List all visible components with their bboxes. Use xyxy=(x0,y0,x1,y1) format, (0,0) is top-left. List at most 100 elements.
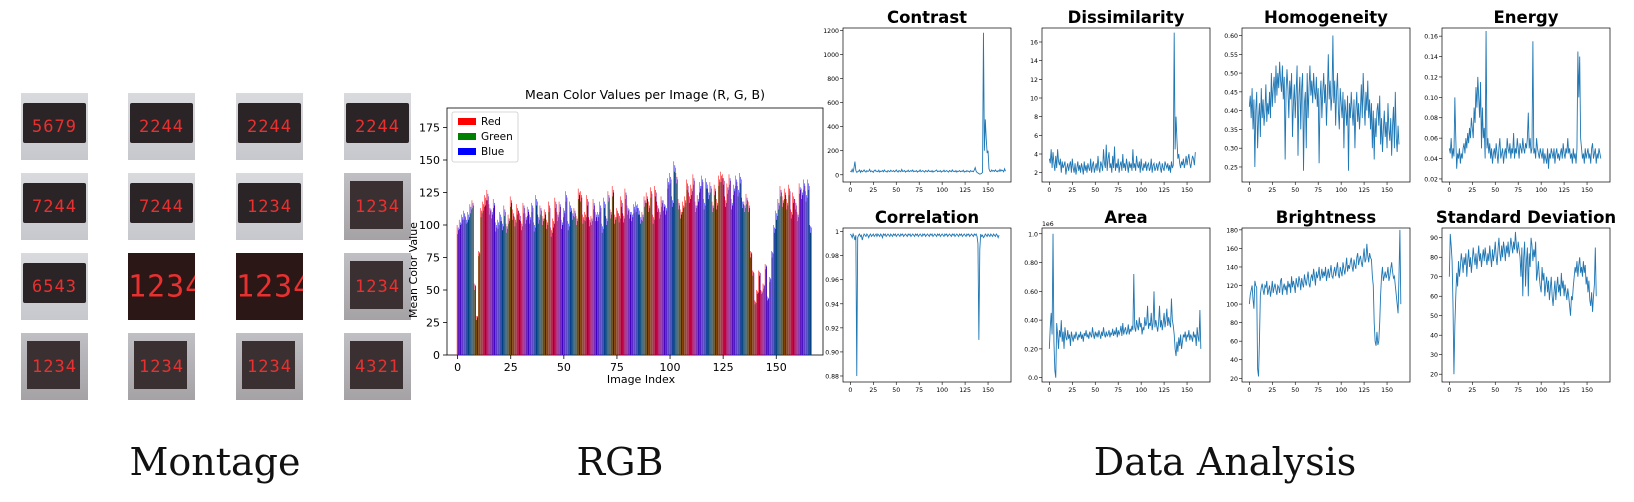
bar xyxy=(760,273,761,355)
bar xyxy=(637,214,639,355)
display-panel xyxy=(23,183,86,223)
bar xyxy=(718,175,719,355)
display-digits: 5679 xyxy=(32,116,77,137)
display-panel xyxy=(238,103,301,143)
bar xyxy=(571,210,573,355)
y-tick-label: 0.40 xyxy=(1024,318,1038,325)
bar xyxy=(708,199,709,355)
bar xyxy=(467,219,469,355)
bar xyxy=(771,257,773,355)
bar xyxy=(540,208,542,355)
bar xyxy=(670,176,671,355)
bar xyxy=(689,196,690,355)
bar xyxy=(643,196,645,355)
montage-tile: 1234 xyxy=(236,253,303,320)
bar xyxy=(530,219,532,355)
bar xyxy=(722,174,723,355)
bar xyxy=(807,179,808,355)
bar xyxy=(743,204,744,355)
bar xyxy=(580,191,581,355)
bar xyxy=(725,206,726,355)
bar xyxy=(513,213,514,355)
bar xyxy=(516,204,517,355)
bar xyxy=(757,292,759,355)
bar xyxy=(722,184,724,355)
x-tick-label: 50 xyxy=(892,187,900,194)
y-tick-label: 0.45 xyxy=(1224,89,1238,96)
bar xyxy=(519,213,521,355)
bar xyxy=(736,182,738,355)
bar xyxy=(467,212,468,355)
x-tick-label: 150 xyxy=(1581,387,1593,394)
bar xyxy=(698,182,700,355)
y-tick-label: 50 xyxy=(426,284,440,297)
series-line xyxy=(1448,231,1597,375)
bar xyxy=(745,208,746,355)
bar xyxy=(459,228,461,355)
bar xyxy=(587,199,588,355)
bar xyxy=(804,183,805,355)
bar xyxy=(543,221,544,355)
bar xyxy=(748,205,750,355)
bar xyxy=(475,286,476,355)
bar xyxy=(746,204,747,355)
bar xyxy=(475,316,477,355)
bar xyxy=(765,269,766,355)
bar xyxy=(512,219,514,355)
bar xyxy=(608,195,610,355)
bar xyxy=(478,256,480,355)
y-tick-label: 0.10 xyxy=(1424,95,1438,102)
bar xyxy=(694,201,696,355)
bar xyxy=(510,206,511,355)
bar xyxy=(486,200,487,355)
bar xyxy=(703,209,705,355)
x-tick-label: 25 xyxy=(869,387,877,394)
display-digits: 6543 xyxy=(32,276,77,297)
bar xyxy=(773,225,774,355)
bar xyxy=(628,209,630,355)
bar xyxy=(510,200,512,355)
bar xyxy=(652,223,654,355)
bar xyxy=(754,304,756,355)
bar xyxy=(712,205,714,355)
display-digits: 1234 xyxy=(355,276,400,297)
bar xyxy=(523,213,524,355)
y-tick-label: 60 xyxy=(1230,339,1238,346)
line-chart-homogeneity: Homogeneity 0.25 0.30 0.35 0.40 0.45 0.50 0.55 0… xyxy=(1224,8,1411,194)
bar xyxy=(501,230,503,355)
bar xyxy=(649,205,650,355)
bar xyxy=(679,205,680,355)
bar xyxy=(463,219,465,355)
bar xyxy=(482,201,483,355)
bar xyxy=(763,284,765,355)
bar xyxy=(690,184,692,355)
bar xyxy=(766,266,767,355)
bar xyxy=(574,210,576,355)
y-tick-label: 40 xyxy=(1230,357,1238,364)
y-tick-label: 0.30 xyxy=(1224,146,1238,153)
bar xyxy=(670,179,672,355)
bar xyxy=(614,214,615,355)
display-digits: 4321 xyxy=(355,356,400,377)
bar xyxy=(498,222,499,355)
line-chart-standard-deviation: Standard Deviation 20 30 40 50 60 70 80 90 0 25 50 7… xyxy=(1430,208,1616,394)
bar xyxy=(521,230,522,355)
x-tick-label: 75 xyxy=(915,187,923,194)
bar xyxy=(603,208,605,355)
bar xyxy=(705,178,706,355)
series-line xyxy=(850,32,1006,175)
bar xyxy=(712,212,713,355)
bar xyxy=(800,189,801,355)
bar xyxy=(636,205,637,355)
bar xyxy=(687,186,689,355)
display-digits: 2244 xyxy=(355,116,400,137)
bar xyxy=(732,205,733,355)
display-digits: 7244 xyxy=(139,196,184,217)
bar xyxy=(470,206,472,355)
bar xyxy=(583,217,584,355)
bar xyxy=(723,180,725,355)
bar xyxy=(487,193,489,355)
bar xyxy=(550,236,552,355)
x-tick-label: 125 xyxy=(1558,187,1570,194)
bar xyxy=(635,212,637,355)
